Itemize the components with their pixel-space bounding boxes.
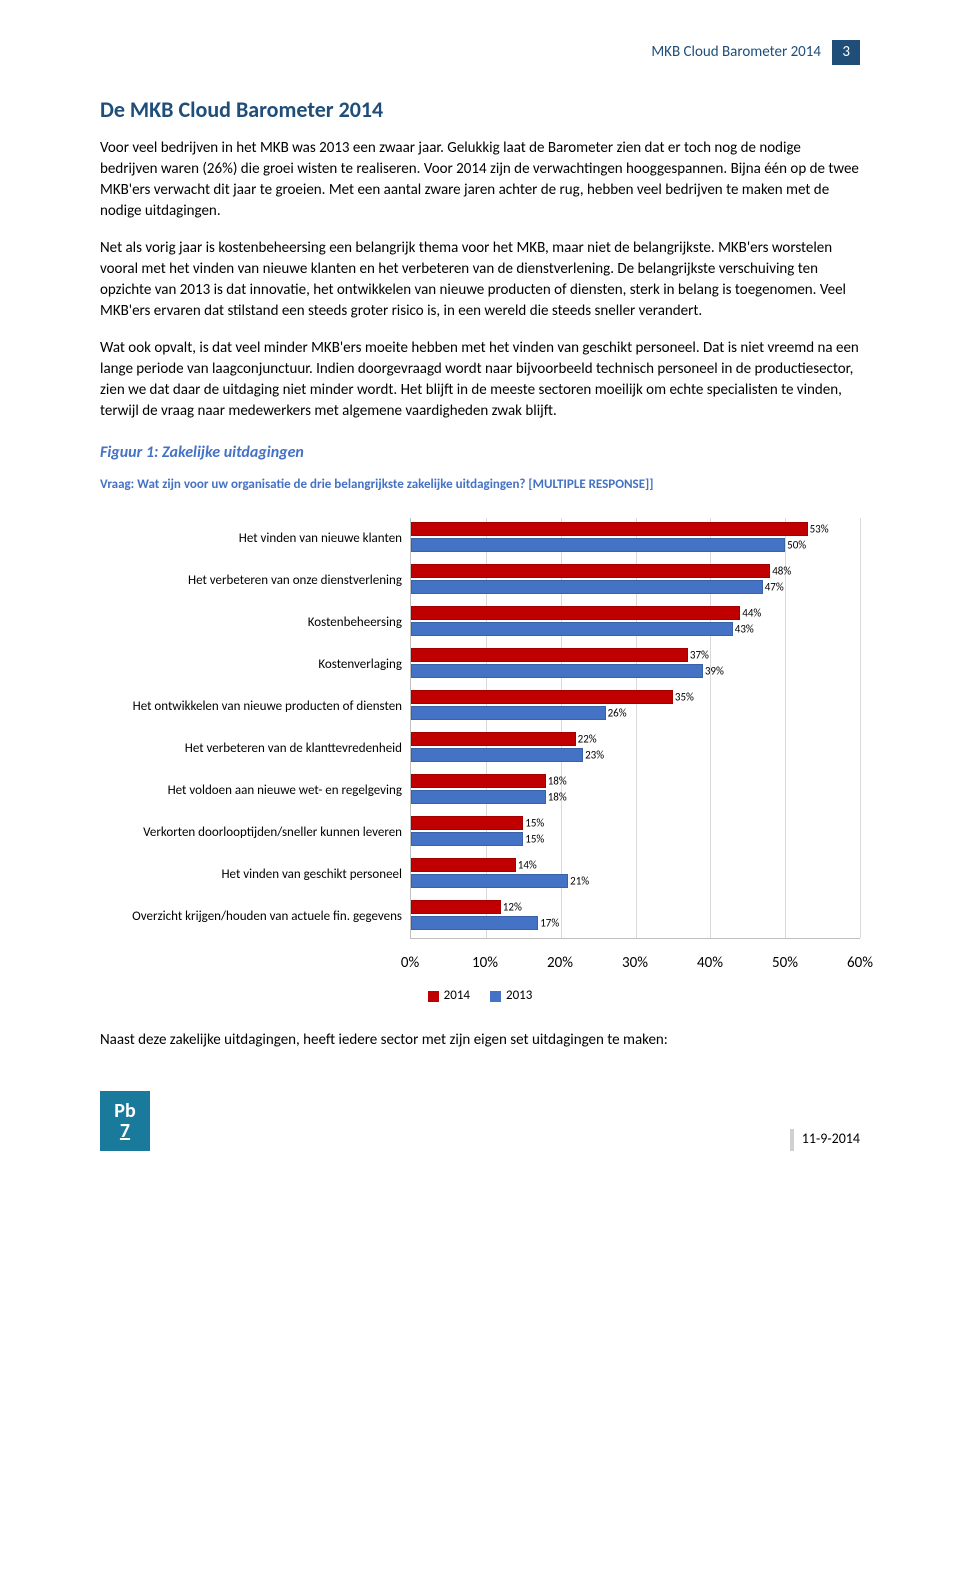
bar-value-label: 53% [807,522,829,537]
bar-2014: 37% [411,648,688,662]
bar-value-label: 17% [537,916,559,931]
bar-value-label: 35% [672,690,694,705]
bar-value-label: 37% [687,648,709,663]
bar-2013: 23% [411,748,583,762]
chart-category-label: Verkorten doorlooptijden/sneller kunnen … [100,812,402,854]
logo-top: Pb [114,1101,135,1121]
x-axis-tick: 60% [847,953,873,974]
chart-legend: 20142013 [100,987,860,1005]
chart-category-label: Kostenbeheersing [100,602,402,644]
chart-category-label: Het vinden van geschikt personeel [100,854,402,896]
bar-value-label: 21% [567,874,589,889]
chart-category-label: Het verbeteren van de klanttevredenheid [100,728,402,770]
bar-value-label: 39% [702,664,724,679]
bar-2014: 35% [411,690,673,704]
bar-2014: 18% [411,774,546,788]
chart-category-label: Kostenverlaging [100,644,402,686]
logo-icon: Pb 7 [100,1091,150,1151]
figure-title: Figuur 1: Zakelijke uitdagingen [100,442,860,464]
body-paragraph: Voor veel bedrijven in het MKB was 2013 … [100,138,860,222]
x-axis-tick: 0% [401,953,419,974]
page-number: 3 [832,40,860,65]
bar-2014: 15% [411,816,523,830]
page-header: MKB Cloud Barometer 2014 3 [100,40,860,65]
bar-2013: 39% [411,664,703,678]
bar-value-label: 12% [500,900,522,915]
bar-value-label: 14% [515,858,537,873]
bar-2013: 21% [411,874,568,888]
bar-value-label: 44% [739,606,761,621]
body-paragraph: Net als vorig jaar is kostenbeheersing e… [100,238,860,322]
bar-2013: 47% [411,580,763,594]
x-axis-tick: 40% [697,953,723,974]
bar-2014: 53% [411,522,808,536]
bar-value-label: 22% [575,732,597,747]
x-axis-tick: 30% [622,953,648,974]
bar-value-label: 18% [545,790,567,805]
bar-2014: 14% [411,858,516,872]
logo-bottom: 7 [120,1121,130,1141]
chart-category-label: Het vinden van nieuwe klanten [100,518,402,560]
bar-value-label: 15% [522,816,544,831]
bar-value-label: 15% [522,832,544,847]
bar-2013: 43% [411,622,733,636]
bar-value-label: 23% [582,748,604,763]
bar-2014: 22% [411,732,576,746]
x-axis-tick: 10% [472,953,498,974]
bar-2014: 48% [411,564,770,578]
bar-2013: 17% [411,916,538,930]
bar-2014: 12% [411,900,501,914]
body-paragraph: Wat ook opvalt, is dat veel minder MKB'e… [100,338,860,422]
chart-category-label: Het verbeteren van onze dienstverlening [100,560,402,602]
chart-category-label: Het ontwikkelen van nieuwe producten of … [100,686,402,728]
x-axis-tick: 20% [547,953,573,974]
bar-2013: 15% [411,832,523,846]
bar-2014: 44% [411,606,740,620]
header-title: MKB Cloud Barometer 2014 [651,42,821,63]
bar-value-label: 50% [784,538,806,553]
bar-value-label: 26% [605,706,627,721]
bar-2013: 50% [411,538,785,552]
bar-value-label: 43% [732,622,754,637]
bar-2013: 18% [411,790,546,804]
x-axis-tick: 50% [772,953,798,974]
bar-value-label: 48% [769,564,791,579]
page-footer: Pb 7 11-9-2014 [100,1091,860,1151]
page-title: De MKB Cloud Barometer 2014 [100,95,860,126]
bar-2013: 26% [411,706,606,720]
chart-category-label: Het voldoen aan nieuwe wet- en regelgevi… [100,770,402,812]
figure-question: Vraag: Wat zijn voor uw organisatie de d… [100,476,860,494]
chart-category-label: Overzicht krijgen/houden van actuele fin… [100,896,402,938]
bar-value-label: 18% [545,774,567,789]
footer-date: 11-9-2014 [790,1129,860,1151]
bar-value-label: 47% [762,580,784,595]
body-paragraph: Naast deze zakelijke uitdagingen, heeft … [100,1030,860,1051]
bar-chart: Het vinden van nieuwe klantenHet verbete… [100,518,860,1005]
